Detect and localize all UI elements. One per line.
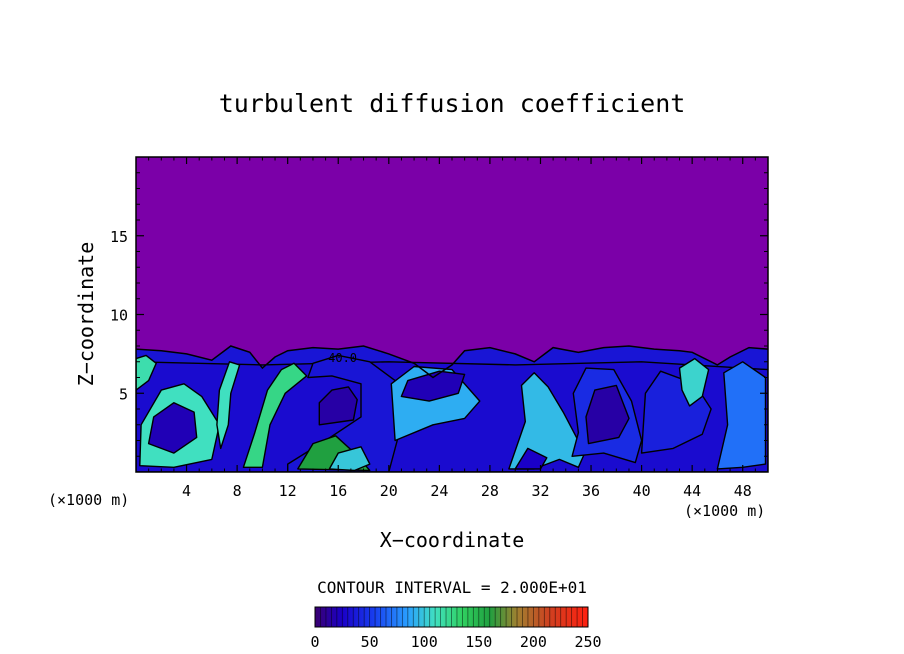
eddy-region: [514, 447, 548, 470]
y-tick-label: 10: [110, 307, 128, 325]
x-tick-label: 40: [633, 482, 651, 500]
x-tick-label: 32: [531, 482, 549, 500]
x-tick-label: 24: [430, 482, 448, 500]
eddy-region: [318, 386, 358, 426]
turbulent-layer: [136, 346, 768, 472]
contour-label: 40.0: [328, 351, 357, 365]
eddy-region: [716, 361, 767, 470]
x-tick-label: 4: [182, 482, 191, 500]
x-axis: 4 8 12 16 20 24 28 32 36 40 44 48: [148, 157, 756, 500]
colorbar-tick-label: 100: [411, 633, 438, 651]
colorbar: 0 50 100 150 200 250: [310, 606, 602, 651]
x-tick-label: 28: [481, 482, 499, 500]
x-tick-label: 44: [683, 482, 701, 500]
eddy-region: [136, 354, 157, 391]
y-axis: 5 10 15: [110, 172, 768, 457]
eddy-region: [585, 384, 630, 445]
x-unit-left: (×1000 m): [48, 491, 129, 509]
contour-labels: 40.0: [328, 351, 357, 365]
y-axis-label: Z−coordinate: [74, 242, 98, 387]
eddy-region: [678, 357, 710, 407]
x-tick-label: 12: [279, 482, 297, 500]
plot-area: [136, 157, 768, 472]
contour-interval: CONTOUR INTERVAL = 2.000E+01: [317, 578, 587, 597]
chart-title: turbulent diffusion coefficient: [219, 89, 686, 118]
eddy-region: [216, 361, 241, 450]
x-unit-right: (×1000 m): [684, 502, 765, 520]
colorbar-tick-label: 250: [574, 633, 601, 651]
colorbar-tick-label: 200: [520, 633, 547, 651]
eddy-region: [400, 370, 466, 402]
x-tick-label: 8: [233, 482, 242, 500]
colorbar-tick-label: 50: [361, 633, 379, 651]
x-tick-label: 48: [734, 482, 752, 500]
x-tick-label: 20: [380, 482, 398, 500]
colorbar-frame: [314, 606, 589, 628]
layer-top-contour: [136, 345, 768, 379]
colorbar-ticks: 0 50 100 150 200 250: [310, 633, 601, 651]
colorbar-tick-label: 150: [465, 633, 492, 651]
x-tick-label: 36: [582, 482, 600, 500]
eddy-region: [242, 362, 308, 468]
x-axis-label: X−coordinate: [380, 528, 525, 552]
y-tick-label: 15: [110, 228, 128, 246]
colorbar-divisions: [320, 607, 583, 627]
y-tick-label: 5: [119, 385, 128, 403]
x-tick-label: 16: [329, 482, 347, 500]
eddy-region: [508, 372, 586, 470]
colorbar-tick-label: 0: [310, 633, 319, 651]
eddy-region: [147, 402, 198, 454]
